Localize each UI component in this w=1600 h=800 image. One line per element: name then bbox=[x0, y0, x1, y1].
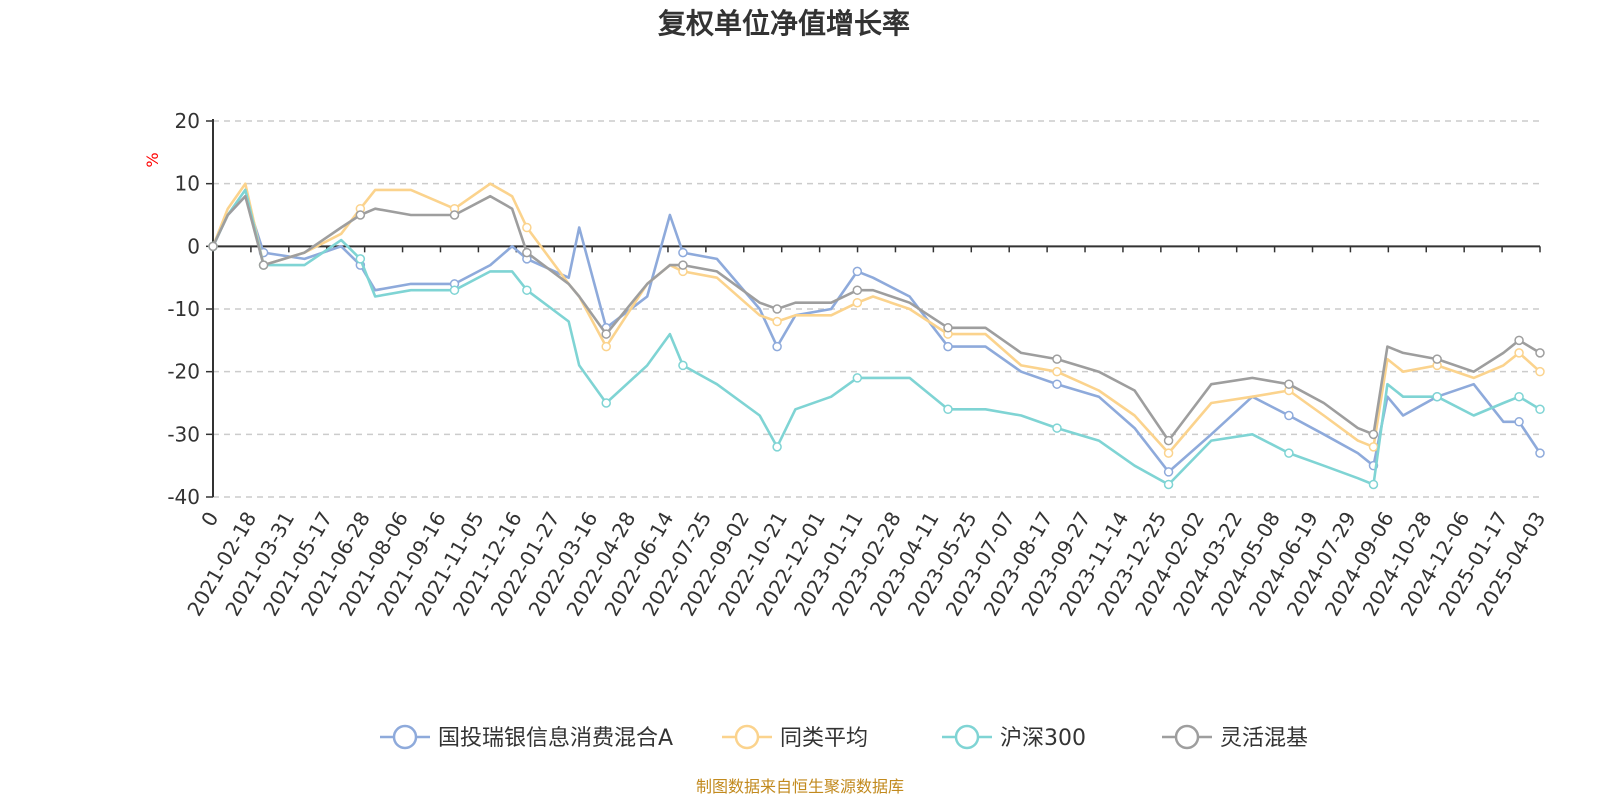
legend-label: 国投瑞银信息消费混合A bbox=[438, 726, 673, 751]
data-point bbox=[1052, 354, 1062, 364]
series-line bbox=[211, 194, 1541, 442]
x-axis-ticks: 02021-02-182021-03-312021-05-172021-06-2… bbox=[182, 246, 1550, 620]
series-1 bbox=[208, 194, 1545, 477]
data-point bbox=[601, 329, 611, 339]
data-point bbox=[852, 373, 863, 383]
y-tick-label: -20 bbox=[167, 360, 200, 384]
chart-title: 复权单位净值增长率 bbox=[658, 7, 910, 40]
y-tick-label: -40 bbox=[167, 485, 200, 509]
data-point bbox=[1432, 391, 1442, 402]
data-point bbox=[1284, 448, 1294, 458]
data-point bbox=[1368, 479, 1379, 490]
legend-swatch-marker bbox=[392, 724, 418, 750]
axes bbox=[212, 119, 1540, 497]
data-point bbox=[1052, 423, 1062, 433]
data-point bbox=[1535, 348, 1545, 358]
data-point bbox=[772, 304, 782, 314]
legend-swatch-marker bbox=[734, 724, 760, 750]
y-tick-label: 20 bbox=[175, 109, 200, 133]
data-point bbox=[1514, 335, 1524, 346]
legend-item[interactable]: 国投瑞银信息消费混合A bbox=[380, 724, 673, 751]
data-point bbox=[1368, 442, 1379, 452]
grid-lines bbox=[213, 120, 1540, 498]
data-point bbox=[678, 260, 688, 270]
y-tick-label: 10 bbox=[175, 172, 200, 196]
data-point bbox=[1514, 391, 1524, 402]
data-point bbox=[943, 404, 953, 415]
legend-item[interactable]: 同类平均 bbox=[722, 724, 868, 751]
source-note: 制图数据来自恒生聚源数据库 bbox=[696, 777, 904, 796]
data-point bbox=[1163, 448, 1174, 458]
data-point bbox=[522, 222, 532, 233]
data-point bbox=[1163, 479, 1174, 490]
legend-swatch-marker bbox=[954, 724, 980, 750]
legend-label: 同类平均 bbox=[780, 726, 868, 751]
data-point bbox=[522, 285, 532, 295]
data-point bbox=[1535, 448, 1545, 458]
data-point bbox=[852, 266, 863, 277]
data-point bbox=[1432, 354, 1442, 364]
series-lines bbox=[208, 182, 1545, 490]
data-point bbox=[449, 285, 460, 295]
legend-item[interactable]: 沪深300 bbox=[942, 724, 1086, 751]
data-point bbox=[852, 285, 863, 295]
series-line bbox=[211, 182, 1541, 455]
legend-swatch-marker bbox=[1174, 724, 1200, 750]
data-point bbox=[522, 247, 532, 258]
data-point bbox=[1535, 366, 1545, 377]
data-point bbox=[1163, 467, 1174, 477]
y-tick-label: 0 bbox=[187, 234, 200, 258]
data-point bbox=[1284, 379, 1294, 389]
data-point bbox=[772, 316, 782, 327]
data-point bbox=[1163, 435, 1174, 446]
series-line bbox=[211, 194, 1542, 474]
legend-item[interactable]: 灵活混基 bbox=[1162, 724, 1308, 751]
data-point bbox=[1535, 404, 1545, 415]
data-point bbox=[678, 247, 688, 258]
y-axis-ticks: 20 10 0 -10 -20 -30 -40 bbox=[167, 109, 213, 509]
data-point bbox=[1514, 417, 1524, 427]
data-point bbox=[678, 360, 688, 371]
legend[interactable]: 国投瑞银信息消费混合A 同类平均 沪深300 灵活混基 bbox=[380, 724, 1308, 751]
data-point bbox=[943, 323, 953, 333]
y-tick-label: -30 bbox=[167, 422, 200, 446]
series-2 bbox=[208, 182, 1545, 458]
data-point bbox=[1284, 410, 1294, 421]
data-point bbox=[1514, 348, 1524, 358]
legend-label: 沪深300 bbox=[1000, 726, 1086, 751]
data-point bbox=[601, 341, 611, 352]
data-point bbox=[258, 260, 269, 270]
y-unit-label: % bbox=[143, 152, 162, 167]
data-point bbox=[943, 341, 953, 352]
data-point bbox=[1052, 379, 1062, 389]
y-tick-label: -10 bbox=[167, 297, 200, 321]
data-point bbox=[1368, 429, 1379, 440]
data-point bbox=[208, 241, 218, 252]
series-4 bbox=[208, 194, 1545, 446]
legend-label: 灵活混基 bbox=[1220, 726, 1308, 751]
series-line bbox=[211, 188, 1541, 486]
data-point bbox=[852, 297, 863, 308]
data-point bbox=[772, 442, 782, 452]
data-point bbox=[355, 210, 366, 220]
data-point bbox=[449, 210, 460, 220]
series-3 bbox=[208, 188, 1545, 490]
x-origin-label: 0 bbox=[196, 508, 223, 531]
data-point bbox=[601, 398, 611, 408]
data-point bbox=[1052, 366, 1062, 377]
data-point bbox=[355, 254, 366, 264]
data-point bbox=[772, 341, 782, 352]
